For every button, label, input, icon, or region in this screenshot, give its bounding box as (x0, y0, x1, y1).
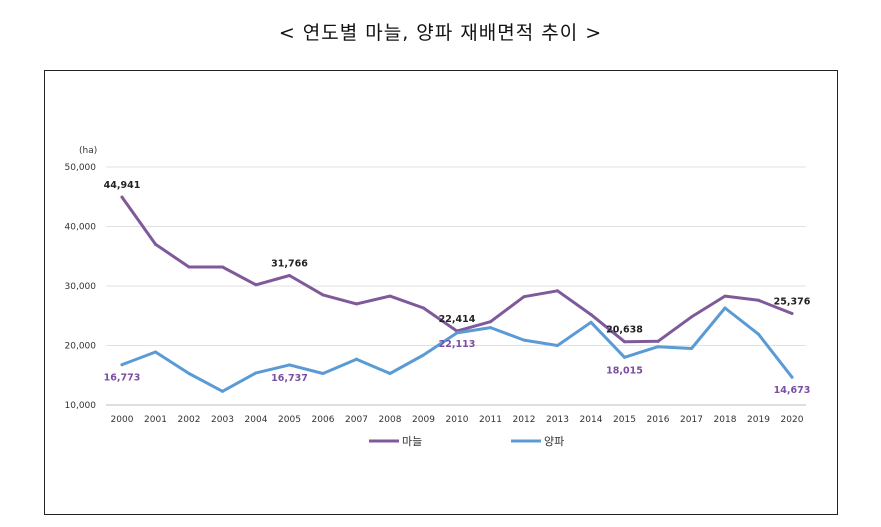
x-tick-label: 2003 (211, 415, 234, 425)
x-tick-label: 2019 (747, 415, 770, 425)
data-point (254, 283, 258, 287)
data-point (556, 344, 559, 347)
y-tick-labels: 10,000 20,000 30,000 40,000 50,000 (65, 163, 97, 411)
x-tick-label: 2010 (446, 415, 469, 425)
x-tick-label: 2013 (546, 415, 569, 425)
data-label: 14,673 (774, 385, 811, 396)
data-point (120, 363, 124, 367)
x-tick-label: 2001 (144, 415, 167, 425)
legend-label: 마늘 (402, 435, 422, 448)
data-label: 22,113 (439, 339, 476, 350)
y-tick-label: 30,000 (65, 282, 97, 292)
legend: 마늘 양파 (369, 435, 564, 448)
data-point (489, 326, 492, 330)
data-point (790, 375, 794, 379)
data-label: 44,941 (104, 180, 141, 191)
x-tick-label: 2018 (714, 415, 737, 425)
x-tick-label: 2006 (312, 415, 335, 425)
data-point (288, 273, 291, 277)
x-tick-label: 2009 (412, 415, 435, 425)
x-tick-label: 2012 (513, 415, 536, 425)
data-point (154, 242, 157, 246)
data-point (120, 195, 124, 199)
data-point (757, 332, 760, 336)
data-point (522, 295, 526, 299)
x-tick-label: 2020 (781, 415, 804, 425)
data-point (589, 320, 593, 324)
data-point (690, 346, 693, 350)
x-tick-label: 2014 (580, 415, 603, 425)
data-point (321, 371, 325, 375)
data-point (757, 298, 760, 302)
data-point (589, 313, 593, 317)
data-point (656, 345, 660, 349)
data-label: 18,015 (606, 365, 643, 376)
data-point (355, 302, 358, 306)
data-point (221, 389, 224, 393)
data-label: 31,766 (271, 258, 308, 269)
chart-frame (44, 70, 838, 515)
x-tick-label: 2011 (479, 415, 502, 425)
y-tick-label: 50,000 (65, 163, 97, 173)
data-point (187, 371, 191, 375)
data-label: 16,737 (271, 373, 308, 384)
x-tick-label: 2016 (647, 415, 670, 425)
x-tick-label: 2008 (379, 415, 402, 425)
data-point (556, 289, 559, 293)
data-label: 25,376 (774, 297, 811, 308)
data-point (254, 371, 258, 375)
data-point (522, 338, 526, 342)
data-point (723, 294, 727, 298)
x-tick-label: 2000 (111, 415, 134, 425)
gridlines (106, 166, 806, 406)
data-point (321, 293, 325, 297)
x-tick-label: 2007 (345, 415, 368, 425)
data-point (623, 340, 626, 344)
x-tick-label: 2005 (278, 415, 301, 425)
data-point (154, 350, 157, 354)
y-axis-unit: (ha) (79, 146, 97, 156)
data-point (690, 315, 693, 319)
chart-title: < 연도별 마늘, 양파 재배면적 추이 > (278, 22, 603, 44)
legend-label: 양파 (544, 435, 564, 448)
data-point (623, 355, 626, 359)
y-tick-label: 20,000 (65, 342, 97, 352)
data-point (388, 294, 392, 298)
data-point (723, 306, 727, 310)
data-point (656, 339, 660, 343)
y-tick-label: 40,000 (65, 223, 97, 233)
x-tick-label: 2002 (178, 415, 201, 425)
data-label: 16,773 (104, 373, 141, 384)
x-tick-labels: 2000 2001 2002 2003 2004 2005 2006 2007 2008 2009… (111, 415, 804, 425)
data-point (455, 331, 459, 335)
data-point (221, 265, 224, 269)
data-labels: 44,941 31,766 22,414 20,638 25,376 16,773 16,7… (104, 180, 811, 396)
data-point (288, 363, 291, 367)
data-point (422, 353, 425, 357)
data-point (187, 265, 191, 269)
y-tick-label: 10,000 (65, 401, 97, 411)
data-label: 20,638 (606, 325, 643, 336)
x-tick-label: 2017 (680, 415, 703, 425)
data-point (790, 312, 794, 316)
data-label: 22,414 (439, 314, 476, 325)
data-point (355, 357, 358, 361)
series-lines (120, 195, 794, 393)
x-tick-label: 2015 (613, 415, 636, 425)
x-tick-label: 2004 (245, 415, 268, 425)
data-point (422, 306, 425, 310)
data-point (388, 371, 392, 375)
data-point (489, 320, 492, 324)
